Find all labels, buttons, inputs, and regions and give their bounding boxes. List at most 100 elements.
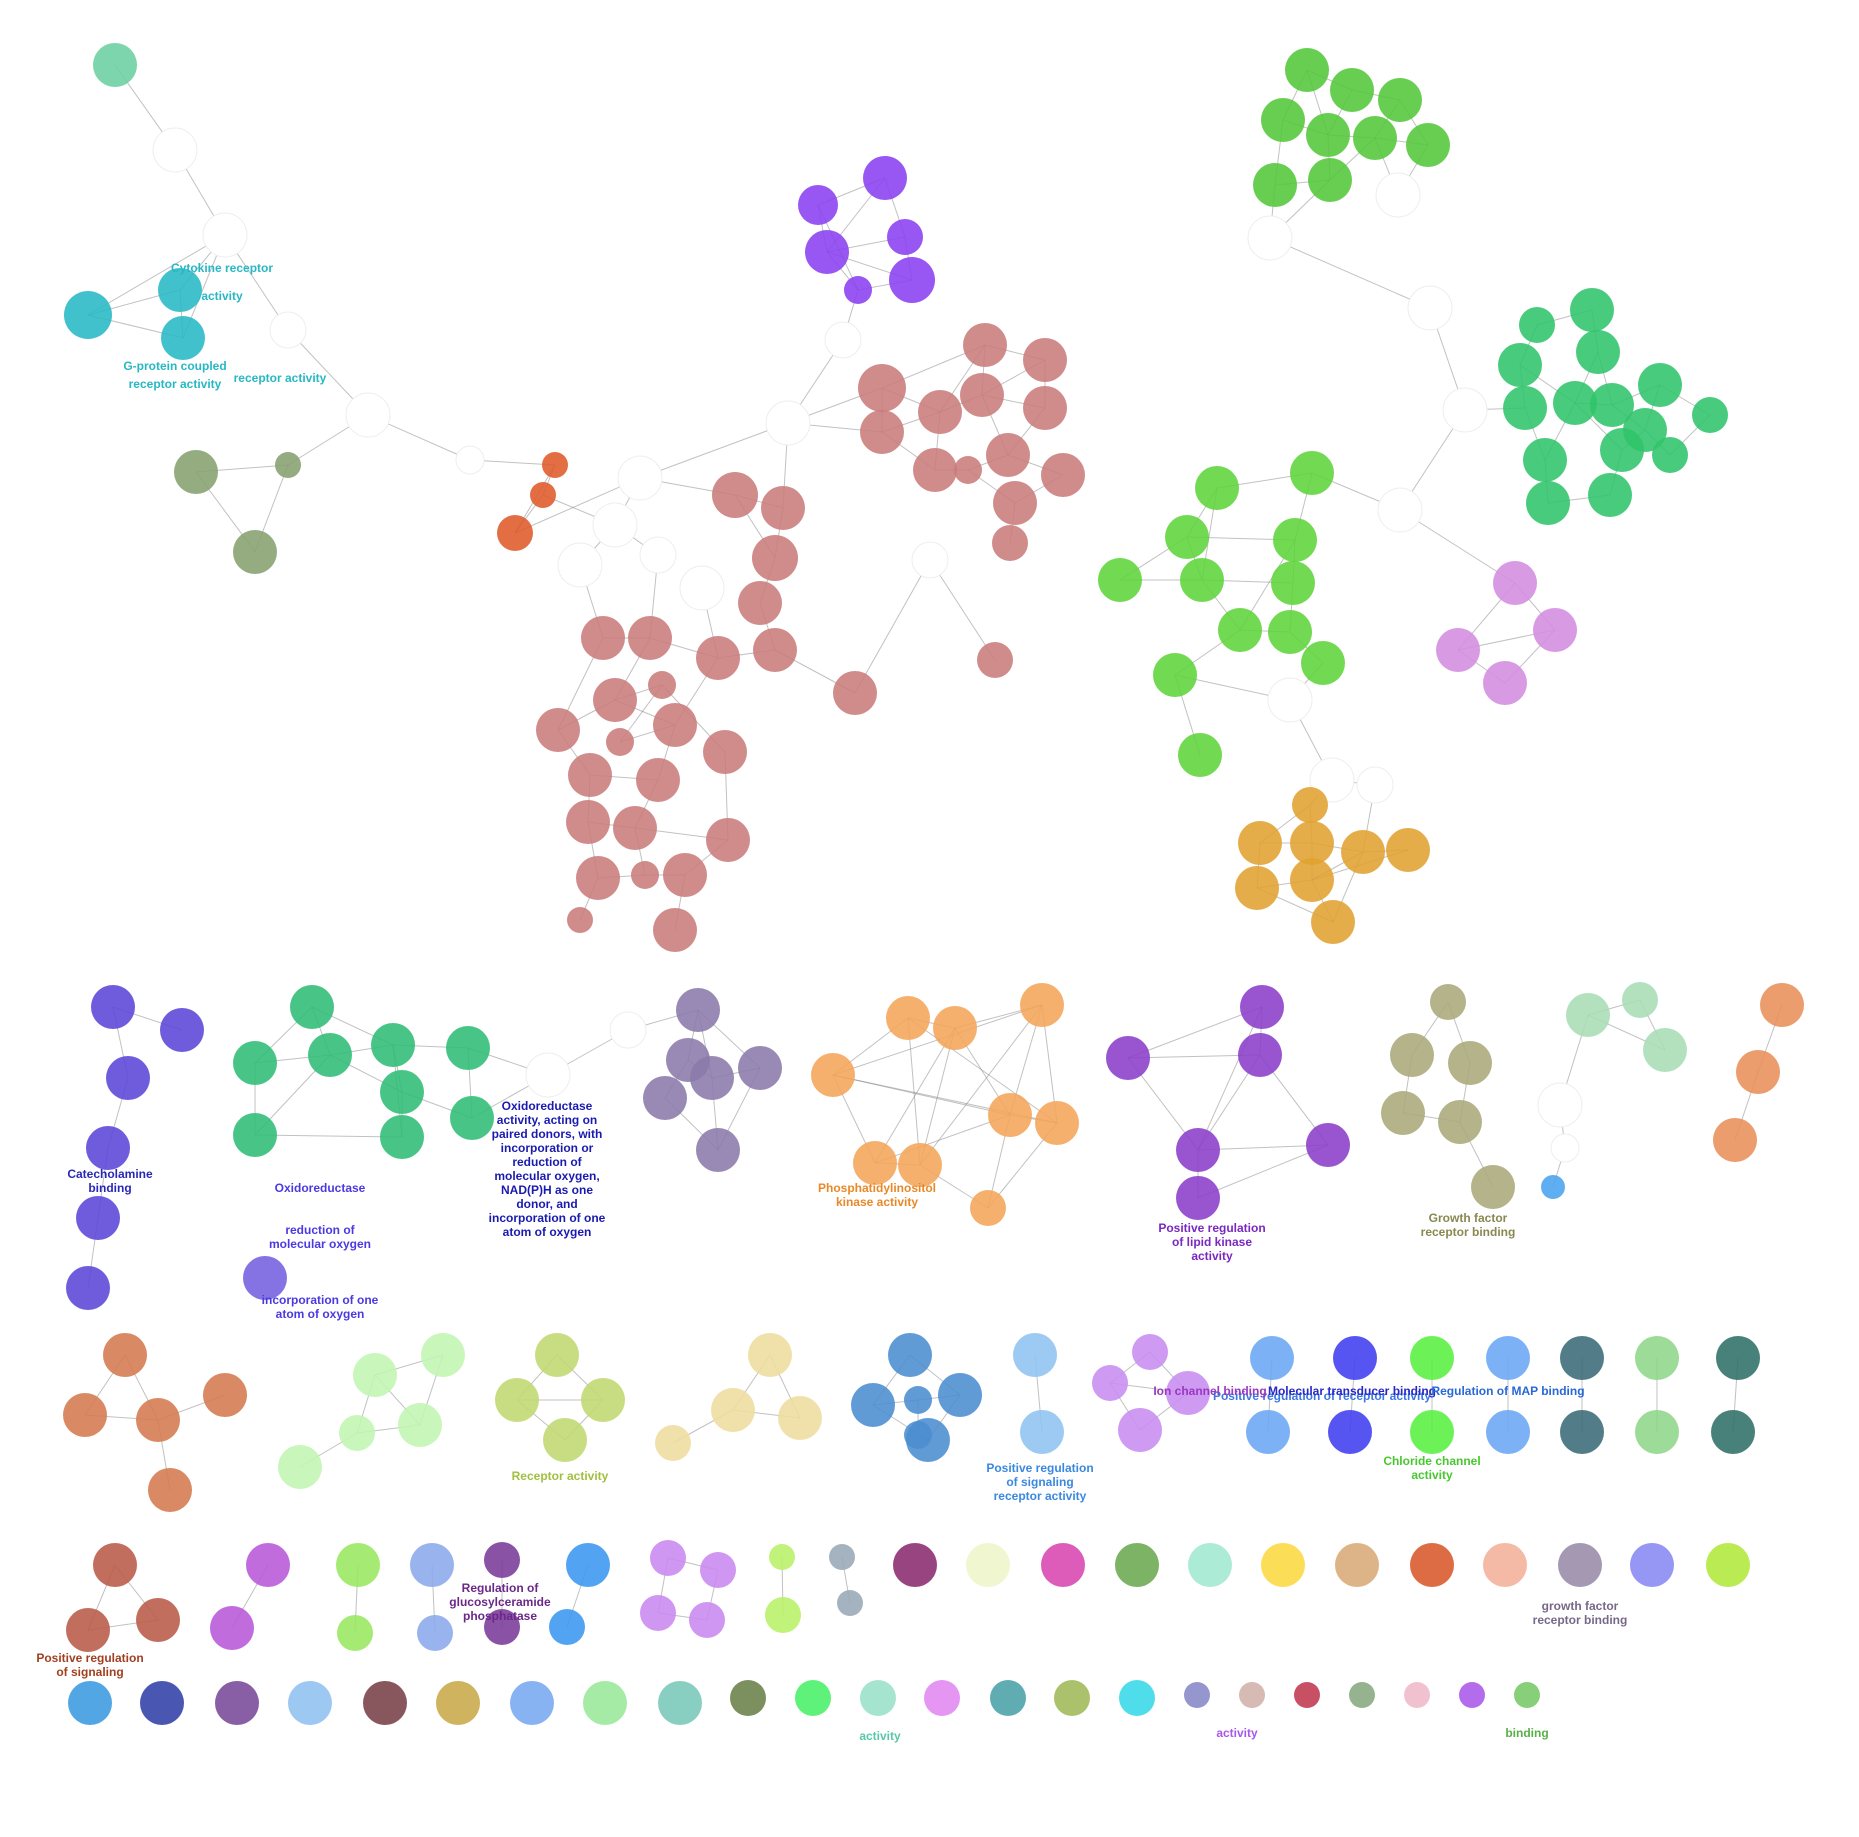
term-node <box>1381 1091 1425 1135</box>
term-node <box>886 996 930 1040</box>
network-edge <box>87 234 226 316</box>
term-node <box>1335 1543 1379 1587</box>
term-node <box>700 1552 736 1588</box>
term-node <box>1184 1682 1210 1708</box>
network-edge <box>1399 509 1516 584</box>
term-label: Oxidoreductase <box>275 1181 366 1195</box>
term-node <box>1630 1543 1674 1587</box>
term-node <box>1176 1176 1220 1220</box>
term-node <box>535 1333 579 1377</box>
term-node <box>536 708 580 752</box>
term-label: reduction of <box>512 1155 582 1169</box>
term-node <box>243 1256 287 1300</box>
term-node <box>606 728 634 756</box>
term-node <box>954 456 982 484</box>
term-node <box>1195 466 1239 510</box>
network-edge <box>874 1027 956 1164</box>
term-node <box>844 276 872 304</box>
term-node <box>1261 1543 1305 1587</box>
term-label: Oxidoreductase <box>502 1099 593 1113</box>
term-label: activity <box>201 289 243 303</box>
term-node <box>811 1053 855 1097</box>
term-node <box>1471 1165 1515 1209</box>
term-node <box>676 988 720 1032</box>
term-node <box>136 1398 180 1442</box>
term-node <box>380 1070 424 1114</box>
term-node <box>436 1681 480 1725</box>
hub-node <box>557 542 603 588</box>
term-node <box>933 1006 977 1050</box>
term-node <box>738 1046 782 1090</box>
term-label: Growth factor <box>1429 1211 1508 1225</box>
term-node <box>690 1056 734 1100</box>
hub-node <box>679 565 725 611</box>
term-node <box>103 1333 147 1377</box>
hub-node <box>269 311 307 349</box>
term-label: molecular oxygen <box>269 1237 371 1251</box>
term-node <box>711 1388 755 1432</box>
term-node <box>761 486 805 530</box>
term-node <box>990 1680 1026 1716</box>
term-label: phosphatase <box>463 1609 537 1623</box>
term-node <box>1238 1033 1282 1077</box>
term-node <box>1235 866 1279 910</box>
term-node <box>1330 68 1374 112</box>
term-node <box>888 1333 932 1377</box>
term-node <box>889 257 935 303</box>
term-node <box>1493 561 1537 605</box>
term-node <box>593 678 637 722</box>
term-node <box>484 1609 520 1645</box>
term-label: growth factor <box>1542 1599 1619 1613</box>
term-node <box>960 373 1004 417</box>
term-node <box>1622 982 1658 1018</box>
term-node <box>993 481 1037 525</box>
term-node <box>1560 1336 1604 1380</box>
term-node <box>66 1608 110 1652</box>
term-node <box>161 316 205 360</box>
term-node <box>898 1143 942 1187</box>
term-node <box>1023 386 1067 430</box>
hub-node <box>824 321 862 359</box>
term-node <box>1290 821 1334 865</box>
term-node <box>1218 608 1262 652</box>
hub-node <box>911 541 949 579</box>
term-label: of signaling <box>1006 1475 1073 1489</box>
term-node <box>160 1008 204 1052</box>
term-node <box>650 1540 686 1576</box>
network-edge <box>907 1017 921 1166</box>
term-node <box>1333 1336 1377 1380</box>
term-node <box>648 671 676 699</box>
term-node <box>738 581 782 625</box>
term-node <box>1290 451 1334 495</box>
term-node <box>696 1128 740 1172</box>
term-node <box>290 985 334 1029</box>
network-term-nodes <box>63 43 1804 1725</box>
term-node <box>484 1542 520 1578</box>
term-node <box>1353 116 1397 160</box>
term-node <box>1713 1118 1757 1162</box>
term-node <box>1600 428 1644 472</box>
term-node <box>1301 641 1345 685</box>
term-label: receptor binding <box>1421 1225 1516 1239</box>
term-node <box>233 1041 277 1085</box>
term-node <box>215 1681 259 1725</box>
term-node <box>398 1403 442 1447</box>
term-node <box>748 1333 792 1377</box>
term-node <box>210 1606 254 1650</box>
network-edge <box>1269 237 1431 309</box>
term-label: kinase activity <box>836 1195 918 1209</box>
term-node <box>1238 821 1282 865</box>
term-node <box>613 806 657 850</box>
term-label: activity <box>1191 1249 1233 1263</box>
network-edge <box>1197 1144 1329 1199</box>
term-node <box>966 1543 1010 1587</box>
network-edge <box>639 422 789 479</box>
term-node <box>1035 1101 1079 1145</box>
term-node <box>1119 1680 1155 1716</box>
hub-node <box>525 1052 571 1098</box>
term-node <box>1760 983 1804 1027</box>
term-label: activity <box>859 1729 901 1743</box>
term-node <box>1386 828 1430 872</box>
term-node <box>1643 1028 1687 1072</box>
